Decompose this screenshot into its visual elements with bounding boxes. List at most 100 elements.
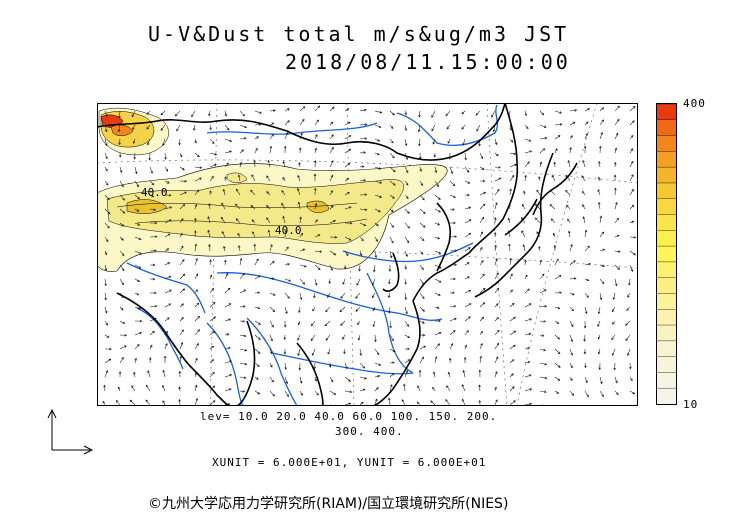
wind-arrow [524, 110, 528, 117]
wind-arrow [629, 160, 634, 168]
wind-arrow [569, 121, 576, 126]
wind-arrow [192, 124, 196, 131]
wind-arrow [374, 236, 378, 243]
wind-arrow [239, 334, 247, 338]
wind-arrow [389, 334, 394, 342]
wind-arrow [554, 376, 561, 381]
wind-arrow [314, 147, 317, 154]
wind-arrow [612, 292, 616, 300]
wind-arrow [252, 231, 256, 238]
wind-arrow [539, 376, 548, 380]
wind-arrow [340, 320, 346, 326]
wind-arrow [374, 387, 379, 392]
wind-arrow [194, 372, 198, 378]
wind-arrow [129, 399, 136, 406]
wind-arrow [554, 362, 561, 368]
wind-arrow [343, 264, 347, 270]
wind-arrow [250, 189, 256, 196]
wind-arrow [509, 359, 515, 364]
wind-arrow [404, 320, 410, 327]
wind-arrow [194, 302, 200, 308]
wind-arrow [582, 216, 586, 224]
wind-arrow [131, 110, 136, 118]
wind-arrow [179, 273, 186, 280]
wind-arrow [584, 108, 591, 112]
wind-arrow [434, 180, 440, 188]
wind-arrow [389, 348, 396, 352]
wind-arrow [374, 208, 381, 213]
wind-arrow [239, 149, 245, 154]
wind-arrow [134, 343, 140, 350]
wind-arrow [374, 124, 382, 128]
wind-arrow [494, 244, 497, 252]
wind-arrow [464, 232, 472, 238]
wind-arrow [614, 250, 621, 253]
wind-arrow [508, 243, 511, 252]
wind-arrow [611, 348, 616, 356]
wind-arrow [389, 194, 395, 199]
wind-arrow [104, 292, 107, 301]
wind-arrow [329, 134, 334, 140]
wind-arrow [494, 342, 500, 350]
wind-arrow [539, 110, 545, 116]
wind-arrow [539, 273, 545, 280]
wind-arrow [584, 245, 590, 252]
wind-arrow [404, 194, 409, 199]
wind-arrow [461, 124, 466, 130]
wind-arrow [118, 152, 122, 158]
wind-arrow [509, 174, 515, 182]
wind-arrow [194, 273, 199, 280]
wind-arrow [434, 278, 442, 283]
wind-arrow [162, 138, 166, 147]
wind-arrow [224, 374, 233, 378]
wind-arrow [509, 330, 517, 336]
wind-arrow [479, 216, 485, 224]
wind-arrow [629, 220, 635, 224]
wind-arrow [584, 229, 588, 238]
wind-arrow [538, 245, 541, 252]
wind-arrow [164, 180, 170, 184]
wind-arrow [235, 218, 241, 224]
wind-arrow [388, 292, 391, 299]
wind-arrow [464, 330, 469, 336]
wind-arrow [327, 348, 331, 355]
wind-arrow [254, 348, 261, 354]
wind-arrow [282, 215, 286, 224]
wind-arrow [104, 250, 108, 256]
wind-arrow [479, 316, 485, 322]
wind-arrow [162, 369, 166, 378]
wind-arrow [434, 343, 440, 350]
wind-arrow [284, 390, 289, 398]
legend-swatch [657, 325, 676, 342]
wind-arrow [359, 108, 367, 112]
wind-arrow [344, 390, 353, 394]
wind-arrow [104, 208, 111, 215]
wind-arrow [299, 390, 303, 396]
wind-arrow [164, 166, 169, 172]
wind-arrow [269, 260, 275, 266]
wind-arrow [148, 152, 152, 161]
wind-arrow [445, 110, 451, 117]
wind-arrow [299, 248, 306, 252]
wind-arrow [627, 348, 631, 356]
wind-arrow [494, 138, 498, 146]
wind-arrow [569, 135, 573, 140]
wind-arrow [539, 390, 547, 394]
legend-swatches [657, 103, 676, 405]
wind-arrow [552, 232, 556, 238]
wind-arrow [224, 403, 231, 406]
wind-arrow [239, 348, 248, 352]
wind-arrow [344, 135, 352, 140]
wind-arrow [389, 180, 396, 186]
wind-arrow [209, 259, 212, 266]
wind-arrow [629, 376, 633, 382]
wind-arrow [209, 190, 212, 196]
wind-arrow [179, 191, 187, 196]
wind-arrow [357, 334, 361, 341]
wind-arrow [164, 289, 172, 294]
wind-arrow [524, 402, 533, 406]
wind-arrow [103, 384, 106, 392]
wind-arrow [209, 371, 215, 378]
wind-arrow [449, 208, 455, 211]
wind-arrow [299, 278, 305, 285]
